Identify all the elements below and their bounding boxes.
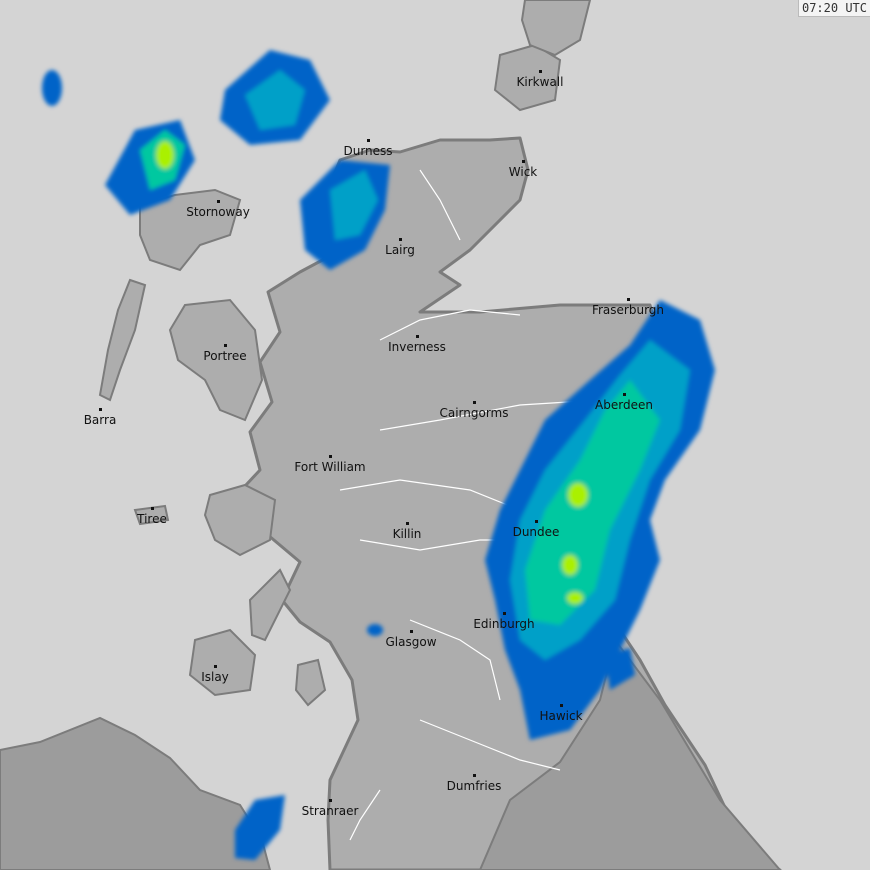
city-marker-icon (535, 520, 538, 523)
city-marker-icon (329, 799, 332, 802)
city-marker-icon (151, 507, 154, 510)
tiree (133, 504, 170, 526)
radar-east-band-heavy (525, 380, 660, 625)
islay-jura (188, 628, 257, 697)
radar-glasgow (367, 624, 383, 636)
radar-lewis-intense (156, 141, 174, 169)
city-label: Inverness (388, 340, 446, 354)
jura (248, 568, 292, 642)
city-marker-icon (217, 200, 220, 203)
rivers (339, 169, 601, 841)
city-marker-icon (224, 344, 227, 347)
city-marker-icon (522, 160, 525, 163)
radar-durness-heavy (330, 170, 378, 240)
city-label: Wick (508, 165, 538, 179)
radar-hawick (605, 648, 635, 690)
lewis-harris (139, 188, 242, 272)
radar-west-isles (42, 70, 62, 106)
city-marker-icon (623, 393, 626, 396)
city-marker-icon (329, 455, 332, 458)
city-label: Aberdeen (595, 398, 653, 412)
ireland-land (0, 716, 272, 870)
city-marker-icon (473, 774, 476, 777)
radar-echoes (42, 50, 715, 860)
mull (203, 483, 277, 557)
city-marker-icon (416, 335, 419, 338)
england-land (478, 637, 782, 870)
city-label: Portree (203, 349, 247, 363)
city-label: Edinburgh (473, 617, 535, 631)
city-label: Barra (83, 413, 117, 427)
city-label: Fort William (294, 460, 366, 474)
city-marker-icon (410, 630, 413, 633)
city-label: Tiree (137, 512, 167, 526)
city-label: Lairg (385, 243, 415, 257)
city-marker-icon (560, 704, 563, 707)
radar-intense-2 (562, 555, 578, 575)
timestamp-label: 07:20 UTC (797, 0, 870, 17)
city-label: Stranraer (301, 804, 359, 818)
city-marker-icon (99, 408, 102, 411)
city-marker-icon (539, 70, 542, 73)
city-marker-icon (627, 298, 630, 301)
islands (98, 0, 592, 707)
radar-stranraer (235, 795, 285, 860)
uists (98, 278, 147, 402)
city-marker-icon (473, 401, 476, 404)
city-label: Cairngorms (439, 406, 509, 420)
radar-north-medium (245, 70, 305, 130)
shetland (520, 0, 592, 57)
city-label: Glasgow (385, 635, 437, 649)
city-label: Kirkwall (516, 75, 564, 89)
city-label: Killin (392, 527, 422, 541)
city-label: Dumfries (446, 779, 502, 793)
city-label: Stornoway (186, 205, 250, 219)
radar-intense-1 (568, 483, 588, 507)
city-marker-icon (406, 522, 409, 525)
city-marker-icon (503, 612, 506, 615)
city-label: Fraserburgh (591, 303, 665, 317)
radar-intense-3 (567, 592, 583, 604)
city-marker-icon (367, 139, 370, 142)
city-marker-icon (214, 665, 217, 668)
skye (168, 298, 264, 422)
city-label: Durness (343, 144, 393, 158)
city-label: Dundee (512, 525, 560, 539)
city-label: Hawick (539, 709, 583, 723)
city-label: Islay (201, 670, 229, 684)
city-marker-icon (399, 238, 402, 241)
arran (294, 658, 327, 707)
